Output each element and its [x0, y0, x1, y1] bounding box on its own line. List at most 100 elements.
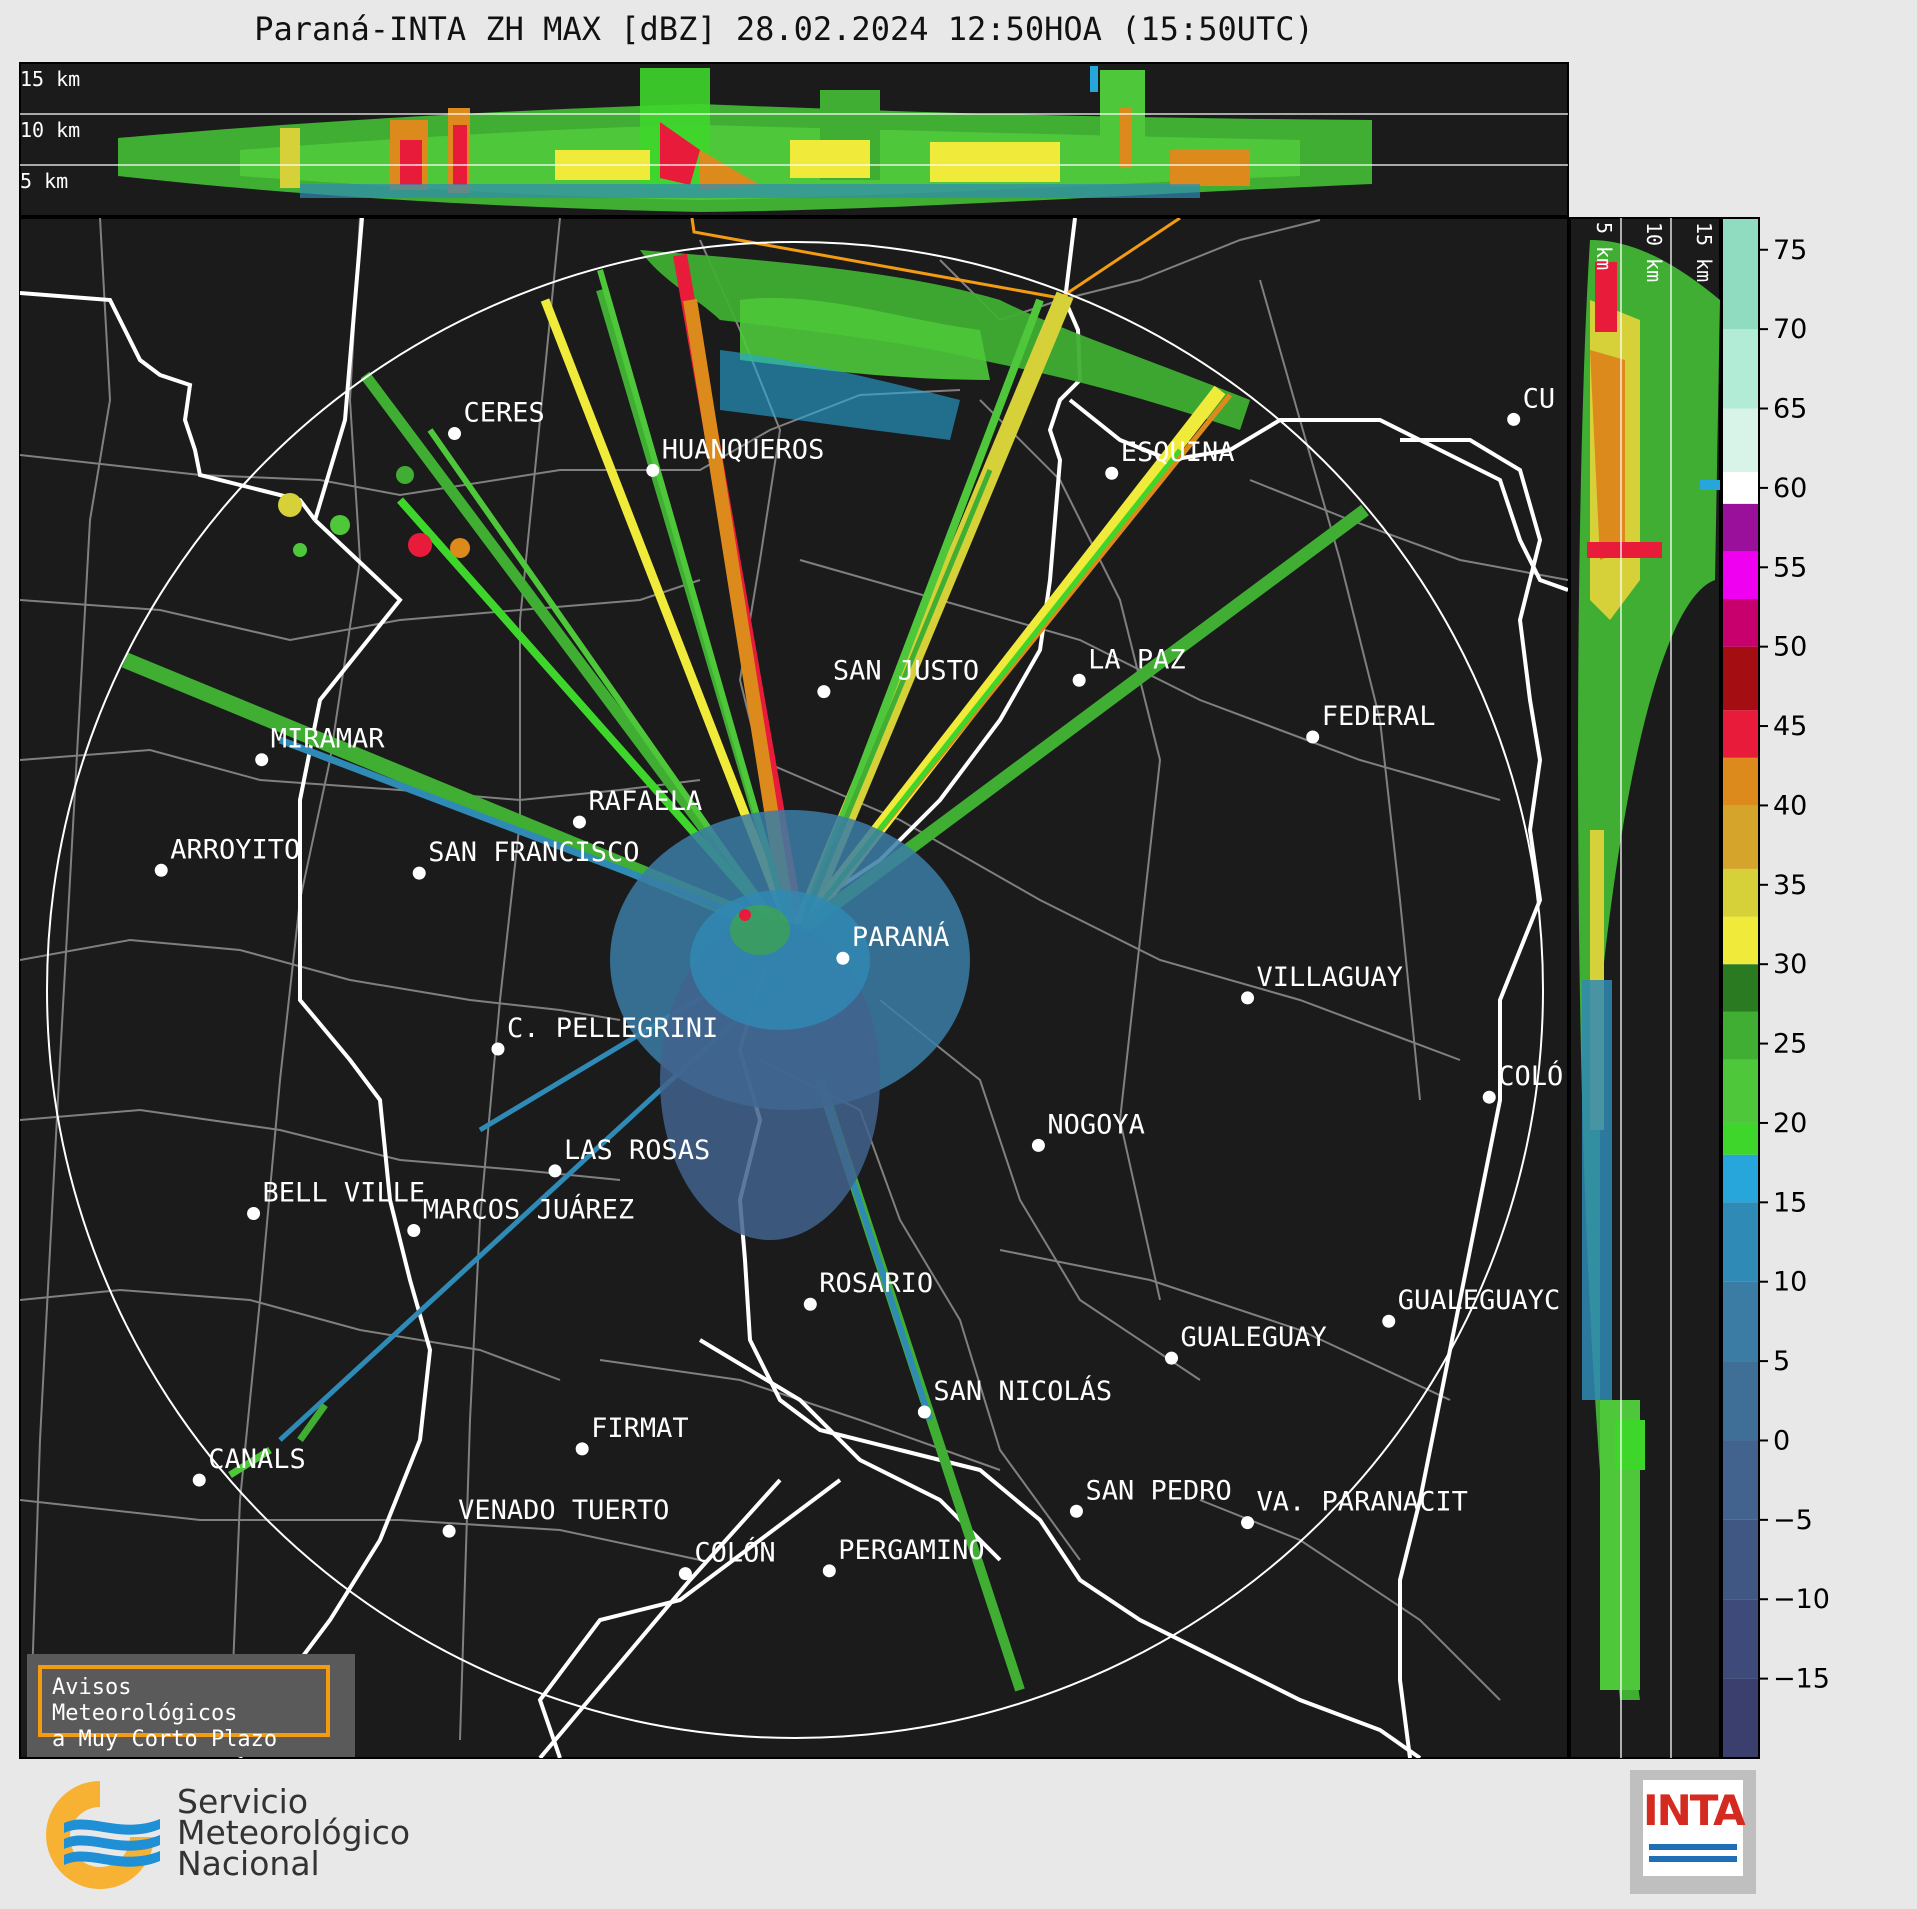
- colorbar-band: [1722, 329, 1759, 409]
- city-marker: PARANÁ: [836, 921, 949, 965]
- colorbar-tick-label: 45: [1773, 711, 1807, 742]
- city-marker: PERGAMINO: [822, 1535, 985, 1578]
- city-label: ROSARIO: [819, 1268, 933, 1299]
- city-dot-icon: [255, 753, 269, 767]
- department-borders: [20, 218, 1568, 1741]
- colorbar-tick-label: 15: [1773, 1187, 1807, 1218]
- colorbar-band: [1722, 1519, 1759, 1600]
- notice-line2: a Muy Corto Plazo: [52, 1727, 278, 1752]
- city-dot-icon: [1507, 412, 1521, 426]
- colorbar-band: [1722, 805, 1759, 869]
- side-height-label-10km: 10 km: [1642, 222, 1666, 282]
- city-marker: LA PAZ: [1072, 644, 1186, 687]
- smn-line1: Servicio: [177, 1782, 309, 1821]
- colorbar-band: [1722, 1281, 1759, 1362]
- colorbar-tick-label: −10: [1773, 1584, 1830, 1615]
- colorbar-band: [1722, 710, 1759, 758]
- city-dot-icon: [1164, 1351, 1178, 1365]
- city-label: FIRMAT: [591, 1413, 689, 1444]
- city-dot-icon: [442, 1524, 456, 1538]
- city-marker: BELL VILLE: [247, 1177, 425, 1220]
- city-dot-icon: [154, 863, 168, 877]
- colorbar-band: [1722, 757, 1759, 806]
- colorbar-band: [1722, 599, 1759, 647]
- colorbar-band: [1722, 408, 1759, 473]
- city-marker: CERES: [448, 398, 545, 441]
- city-label: PARANÁ: [852, 921, 950, 953]
- city-label: COLÓN: [694, 1537, 775, 1569]
- warning-notice: Avisos Meteorológicos a Muy Corto Plazo: [27, 1654, 355, 1757]
- city-label: ESQUINA: [1121, 437, 1235, 468]
- city-label: CERES: [464, 398, 545, 429]
- colorbar-band: [1722, 218, 1759, 330]
- radar-echoes: [121, 250, 1369, 1692]
- smn-logo-icon: [46, 1781, 160, 1889]
- city-label: VENADO TUERTO: [458, 1495, 669, 1526]
- smn-line2: Meteorológico: [177, 1813, 411, 1852]
- city-label: PERGAMINO: [838, 1535, 984, 1566]
- smn-line3: Nacional: [177, 1844, 320, 1883]
- colorbar-frame: [1721, 217, 1760, 1759]
- city-marker: SAN FRANCISCO: [412, 837, 640, 880]
- city-marker: LAS ROSAS: [548, 1135, 710, 1178]
- city-label: MARCOS JUÁREZ: [423, 1193, 634, 1225]
- city-label: SAN PEDRO: [1085, 1475, 1231, 1506]
- city-dot-icon: [1241, 1516, 1255, 1530]
- city-marker: COLÓN: [678, 1537, 776, 1581]
- city-marker: GUALEGUAY: [1164, 1322, 1327, 1365]
- side-cross-section-panel: 5 km 10 km 15 km: [1569, 217, 1721, 1759]
- city-label: VA. PARANACIT: [1257, 1487, 1468, 1518]
- city-dot-icon: [448, 427, 462, 441]
- colorbar-band: [1722, 916, 1759, 965]
- city-marker: HUANQUEROS: [646, 434, 824, 477]
- city-dot-icon: [412, 866, 426, 880]
- city-label: GUALEGUAY: [1180, 1322, 1326, 1353]
- city-dot-icon: [575, 1442, 589, 1456]
- colorbar-band: [1722, 551, 1759, 600]
- city-marker: SAN PEDRO: [1069, 1475, 1232, 1518]
- colorbar-band: [1722, 1440, 1759, 1520]
- colorbar-band: [1722, 1361, 1759, 1441]
- colorbar-band: [1722, 1154, 1759, 1203]
- colorbar-band: [1722, 503, 1759, 552]
- city-label: COLÓ: [1498, 1060, 1563, 1092]
- city-dot-icon: [678, 1567, 692, 1581]
- city-marker: FEDERAL: [1306, 701, 1436, 744]
- colorbar-band: [1722, 1122, 1759, 1155]
- city-marker: VENADO TUERTO: [442, 1495, 669, 1538]
- top-height-label-5km: 5 km: [20, 169, 68, 193]
- city-marker: RAFAELA: [572, 786, 702, 829]
- colorbar-tick-label: 40: [1773, 790, 1807, 821]
- colorbar-band: [1722, 1011, 1759, 1060]
- colorbar-tick-label: 20: [1773, 1108, 1807, 1139]
- colorbar-tick-label: −15: [1773, 1664, 1830, 1695]
- smn-logo-text: Servicio Meteorológico Nacional: [177, 1782, 411, 1883]
- main-map-panel: CERES HUANQUEROS ESQUINA CU MIRAMAR SAN JUSTO…: [19, 217, 1569, 1759]
- city-dot-icon: [192, 1473, 206, 1487]
- colorbar-tick-label: −5: [1773, 1505, 1813, 1536]
- city-marker: ROSARIO: [803, 1268, 933, 1311]
- city-dot-icon: [1072, 673, 1086, 687]
- colorbar-band: [1722, 1599, 1759, 1679]
- side-height-label-15km: 15 km: [1692, 222, 1716, 282]
- city-marker: SAN JUSTO: [817, 656, 979, 699]
- city-label: MIRAMAR: [271, 724, 386, 755]
- top-height-label-10km: 10 km: [20, 118, 80, 142]
- city-label: BELL VILLE: [263, 1177, 426, 1208]
- city-marker: GUALEGUAYC: [1382, 1285, 1560, 1328]
- colorbar-band: [1722, 472, 1759, 504]
- city-label: LAS ROSAS: [564, 1135, 710, 1166]
- colorbar-tick-label: 25: [1773, 1029, 1807, 1060]
- colorbar-tick-label: 65: [1773, 394, 1807, 425]
- colorbar-tick-label: 75: [1773, 235, 1807, 266]
- city-marker: VA. PARANACIT: [1241, 1487, 1468, 1530]
- city-dot-icon: [1382, 1314, 1396, 1328]
- city-label: GUALEGUAYC: [1398, 1285, 1561, 1316]
- city-label: VILLAGUAY: [1257, 962, 1403, 993]
- range-ring: [46, 241, 1544, 1739]
- city-label: CU: [1523, 383, 1556, 414]
- colorbar-tick-label: 5: [1773, 1346, 1790, 1377]
- inta-stripe-icon: [1649, 1844, 1737, 1850]
- warning-polygon: [690, 218, 1181, 300]
- city-marker: C. PELLEGRINI: [491, 1013, 718, 1056]
